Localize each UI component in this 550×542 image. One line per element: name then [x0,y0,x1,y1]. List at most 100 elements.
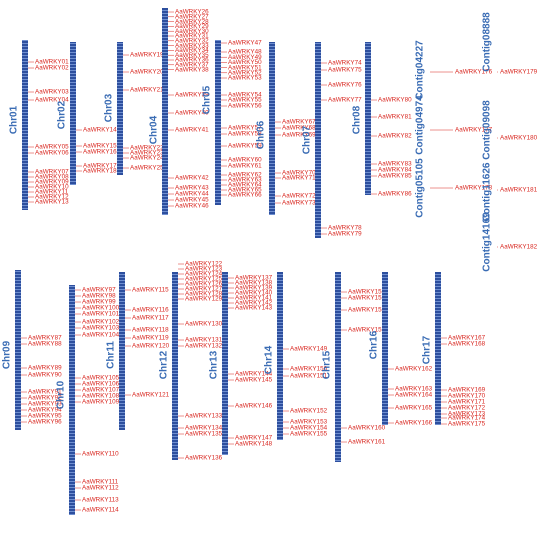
gene-label: AaWRKY182 [500,244,538,251]
gene-label: AaWRKY60 [228,157,262,164]
gene-label: AaWRKY35 [175,52,209,59]
gene-label: AaWRKY25 [130,165,164,172]
gene-label: AaWRKY135 [185,431,223,438]
gene-label: AaWRKY129 [185,296,223,303]
chromosome-bar [22,40,28,210]
gene-label: AaWRKY37 [175,61,209,68]
chromosome-name: Chr09 [2,340,13,369]
gene-label: AaWRKY55 [228,97,262,104]
gene-label: AaWRKY32 [175,37,209,44]
gene-label: AaWRKY63 [228,177,262,184]
gene-label: AaWRKY62 [228,172,262,179]
gene-label: AaWRKY84 [378,167,412,174]
gene-label: AaWRKY12 [35,194,69,201]
gene-label: AaWRKY93 [28,401,62,408]
gene-label: AaWRKY17 [83,163,117,170]
gene-label: AaWRKY82 [378,133,412,140]
gene-label: AaWRKY41 [175,127,209,134]
gene-label: AaWRKY165 [395,405,433,412]
gene-label: AaWRKY141 [235,295,273,302]
gene-label: AaWRKY89 [28,365,62,372]
gene-label: AaWRKY59 [228,143,262,150]
chromosome-bar [315,42,321,238]
gene-label: AaWRKY149 [290,346,328,353]
gene-label: AaWRKY138 [235,280,273,287]
contig-name: Contig05105 [415,158,426,218]
gene-label: AaWRKY142 [235,300,273,307]
gene-label: AaWRKY160 [348,425,386,432]
gene-label: AaWRKY81 [378,114,412,121]
gene-label: AaWRKY96 [28,419,62,426]
gene-label: AaWRKY99 [82,299,116,306]
gene-label: AaWRKY166 [395,420,433,427]
gene-label: AaWRKY103 [82,325,120,332]
gene-label: AaWRKY78 [328,225,362,232]
gene-label: AaWRKY176 [455,69,493,76]
gene-label: AaWRKY172 [448,405,486,412]
gene-label: AaWRKY33 [175,42,209,49]
chromosome-bar [162,8,168,215]
gene-label: AaWRKY104 [82,332,120,339]
contig-name: Contig04974 [415,95,426,155]
gene-label: AaWRKY61 [228,163,262,170]
gene-label: AaWRKY44 [175,191,209,198]
contig-name: Contig11626 [482,162,493,221]
gene-label: AaWRKY124 [185,271,223,278]
gene-label: AaWRKY88 [28,341,62,348]
gene-label: AaWRKY08 [35,174,69,181]
chromosome-name: Chr15 [322,350,333,379]
gene-label: AaWRKY01 [35,59,69,66]
gene-label: AaWRKY70 [282,170,316,177]
gene-label: AaWRKY24 [130,155,164,162]
gene-label: AaWRKY164 [395,392,433,399]
chromosome-name: Chr16 [369,330,380,359]
gene-label: AaWRKY85 [378,173,412,180]
chromosome-name: Chr04 [149,115,160,144]
gene-label: AaWRKY75 [328,67,362,74]
gene-label: AaWRKY45 [175,197,209,204]
gene-label: AaWRKY18 [83,168,117,175]
chromosome-name: Chr13 [209,350,220,379]
gene-label: AaWRKY50 [228,59,262,66]
gene-label: AaWRKY170 [448,393,486,400]
gene-label: AaWRKY109 [82,399,120,406]
chromosome-name: Chr08 [352,105,363,134]
gene-label: AaWRKY30 [175,28,209,35]
gene-label: AaWRKY148 [235,441,273,448]
gene-label: AaWRKY10 [35,184,69,191]
gene-label: AaWRKY15 [83,143,117,150]
gene-label: AaWRKY121 [132,392,170,399]
gene-label: AaWRKY73 [282,200,316,207]
chromosome-name: Chr07 [302,125,313,154]
chromosome-name: Chr11 [106,341,117,369]
gene-label: AaWRKY90 [28,372,62,379]
gene-label: AaWRKY127 [185,286,223,293]
gene-label: AaWRKY161 [348,439,386,446]
gene-label: AaWRKY71 [282,175,316,182]
gene-label: AaWRKY54 [228,92,262,99]
gene-label: AaWRKY139 [235,285,273,292]
gene-label: AaWRKY80 [378,97,412,104]
chromosome-bar [172,272,178,460]
gene-label: AaWRKY123 [185,266,223,273]
gene-label: AaWRKY153 [290,419,328,426]
gene-label: AaWRKY22 [130,145,164,152]
contig-name: Contig08888 [482,12,493,72]
chromosome-bar [277,272,283,440]
gene-label: AaWRKY67 [282,119,316,126]
gene-label: AaWRKY174 [448,415,486,422]
gene-label: AaWRKY120 [132,343,170,350]
gene-label: AaWRKY68 [282,125,316,132]
gene-label: AaWRKY154 [290,425,328,432]
gene-label: AaWRKY175 [448,421,486,428]
gene-label: AaWRKY114 [82,507,119,514]
gene-label: AaWRKY56 [228,103,262,110]
gene-label: AaWRKY49 [228,54,262,61]
gene-label: AaWRKY94 [28,407,62,414]
chromosome-bar [70,42,76,185]
chromosome-name: Chr03 [104,93,115,122]
gene-label: AaWRKY106 [82,381,120,388]
gene-label: AaWRKY28 [175,18,209,25]
gene-label: AaWRKY66 [228,192,262,199]
